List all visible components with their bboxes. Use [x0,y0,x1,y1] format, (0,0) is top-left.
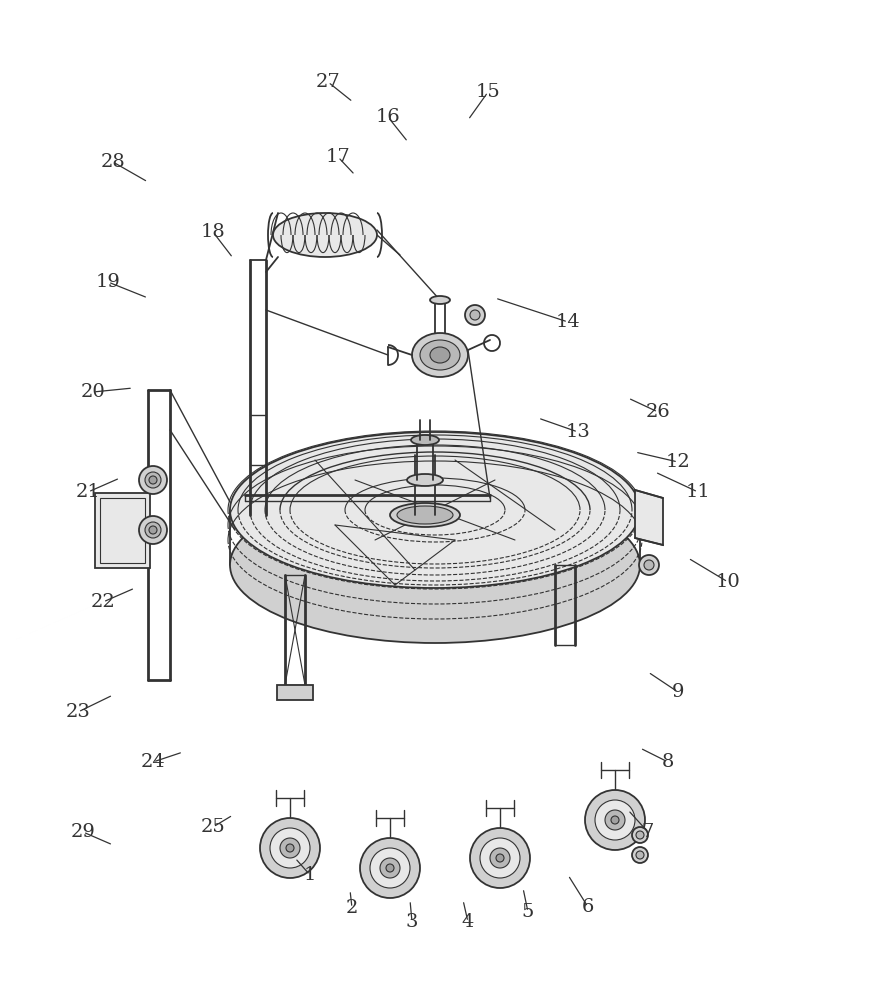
Text: 12: 12 [665,453,690,471]
Circle shape [638,555,658,575]
Text: 15: 15 [475,83,500,101]
Text: 19: 19 [96,273,120,291]
Circle shape [584,790,644,850]
Text: 14: 14 [555,313,580,331]
Ellipse shape [429,347,449,363]
Text: 3: 3 [405,913,418,931]
Text: 13: 13 [565,423,590,441]
Text: 4: 4 [461,913,474,931]
Text: 9: 9 [671,683,683,701]
Ellipse shape [407,474,442,486]
Text: 21: 21 [76,483,100,501]
Circle shape [594,800,634,840]
Text: 29: 29 [70,823,96,841]
Text: 26: 26 [645,403,670,421]
Text: 22: 22 [90,593,116,611]
Circle shape [260,818,320,878]
Ellipse shape [389,503,460,527]
Text: 2: 2 [345,899,358,917]
Circle shape [489,848,509,868]
Circle shape [145,522,161,538]
Circle shape [145,472,161,488]
Ellipse shape [396,506,453,524]
Text: 27: 27 [315,73,340,91]
Polygon shape [96,492,150,568]
Circle shape [495,854,503,862]
Text: 8: 8 [661,753,673,771]
Circle shape [469,828,529,888]
Circle shape [286,844,294,852]
Text: 23: 23 [65,703,90,721]
Text: 18: 18 [201,223,225,241]
Ellipse shape [412,333,468,377]
Circle shape [139,516,167,544]
Circle shape [369,848,409,888]
Text: 7: 7 [641,823,653,841]
Circle shape [464,305,484,325]
Circle shape [631,827,647,843]
Text: 6: 6 [581,898,594,916]
Text: 1: 1 [303,866,315,884]
Circle shape [386,864,394,872]
Circle shape [631,847,647,863]
Circle shape [380,858,400,878]
Ellipse shape [429,296,449,304]
Circle shape [635,851,643,859]
Ellipse shape [229,487,640,643]
Polygon shape [276,685,313,700]
Circle shape [149,476,156,484]
Ellipse shape [420,340,460,370]
Circle shape [480,838,520,878]
Text: 5: 5 [521,903,534,921]
Circle shape [149,526,156,534]
Circle shape [604,810,624,830]
Circle shape [269,828,309,868]
Circle shape [360,838,420,898]
Text: 24: 24 [141,753,165,771]
Text: 16: 16 [375,108,400,126]
Circle shape [280,838,300,858]
Circle shape [635,831,643,839]
Circle shape [469,310,480,320]
Ellipse shape [273,213,376,257]
Text: 28: 28 [101,153,125,171]
Ellipse shape [229,432,640,588]
Text: 11: 11 [685,483,710,501]
Text: 10: 10 [715,573,740,591]
Text: 17: 17 [325,148,350,166]
Circle shape [139,466,167,494]
Circle shape [643,560,653,570]
Circle shape [610,816,618,824]
Ellipse shape [410,435,439,445]
Text: 20: 20 [81,383,105,401]
Polygon shape [634,490,662,545]
Text: 25: 25 [201,818,225,836]
